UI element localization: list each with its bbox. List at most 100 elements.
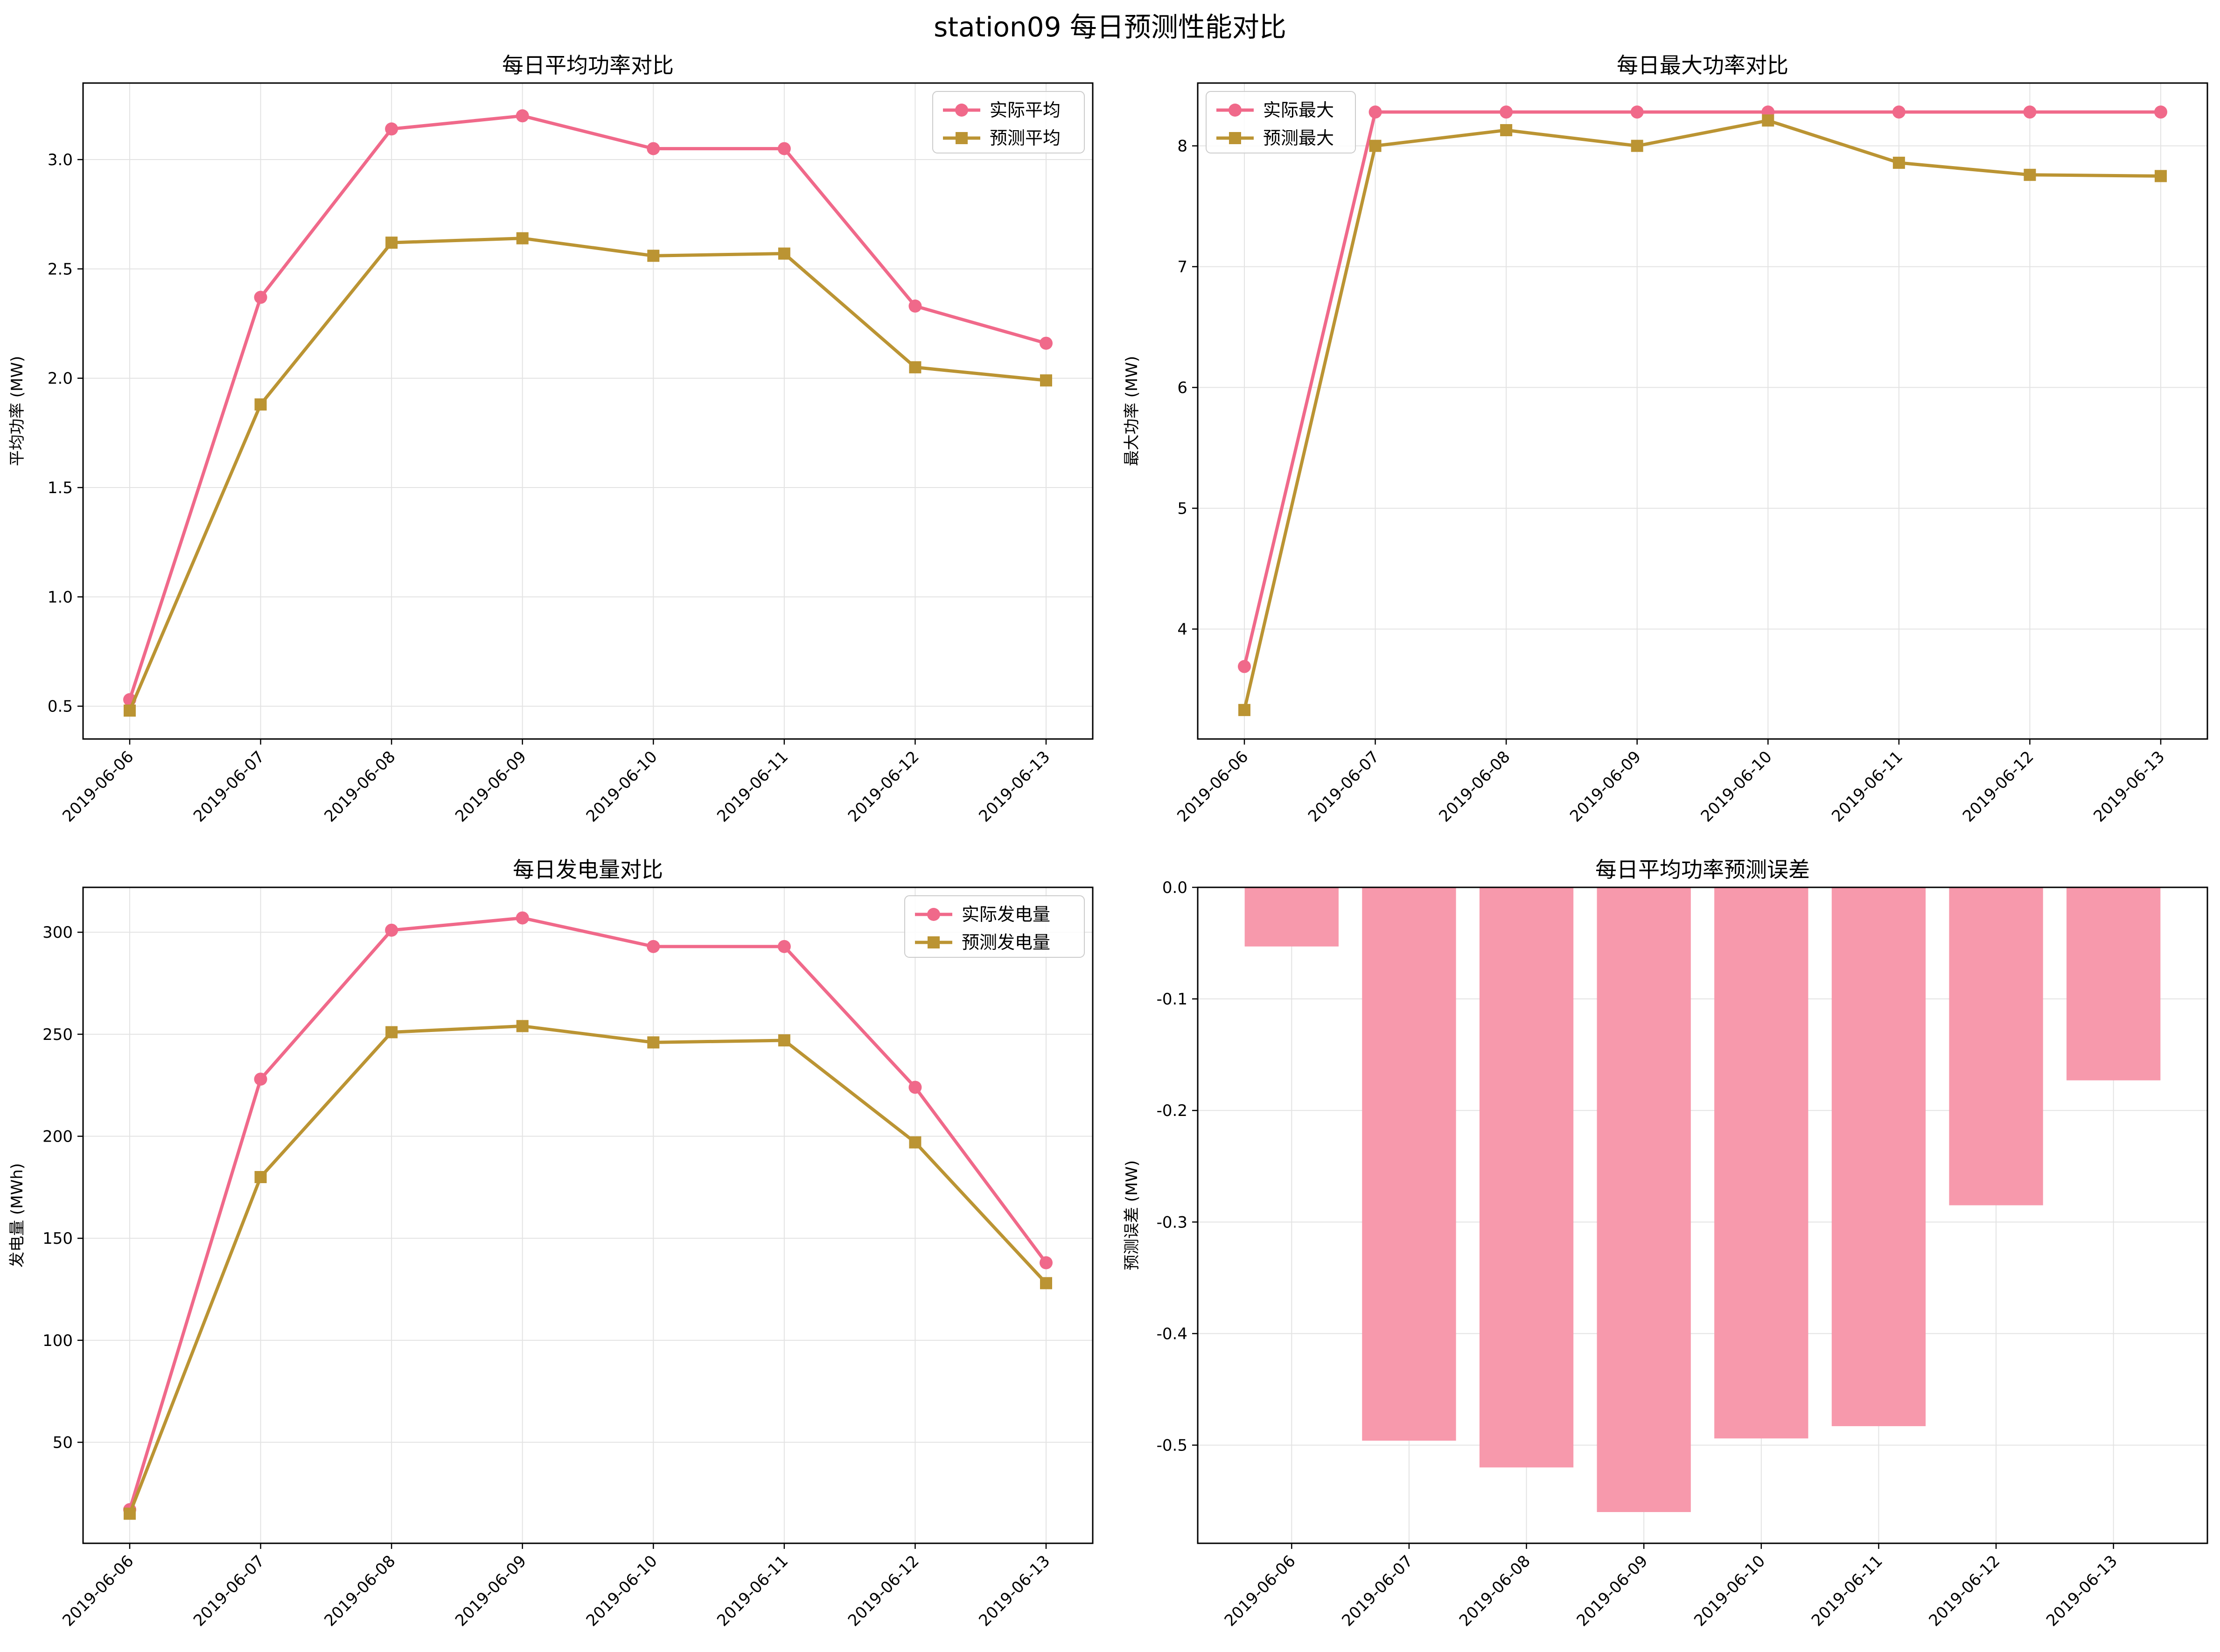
x-tick-label: 2019-06-07	[1305, 747, 1383, 826]
y-tick-label: 50	[53, 1434, 73, 1452]
data-point	[1631, 139, 1643, 152]
legend-marker	[1229, 132, 1241, 144]
legend-label: 实际平均	[990, 100, 1061, 120]
y-tick-label: 150	[42, 1229, 73, 1248]
data-point	[385, 923, 398, 937]
data-point	[385, 237, 398, 249]
data-point	[2023, 105, 2037, 119]
subplot-title: 每日最大功率对比	[1617, 53, 1788, 78]
y-tick-label: 200	[42, 1128, 73, 1146]
y-tick-label: -0.5	[1157, 1436, 1187, 1455]
legend-label: 预测最大	[1263, 128, 1334, 148]
y-tick-label: 3.0	[48, 151, 73, 169]
data-point	[516, 232, 529, 244]
bar	[1479, 887, 1574, 1468]
y-tick-label: -0.1	[1157, 990, 1187, 1009]
subplot-title: 每日发电量对比	[513, 857, 663, 882]
axes-frame	[1197, 82, 2208, 740]
y-axis-label: 发电量 (MWh)	[8, 1163, 27, 1268]
x-tick-label: 2019-06-10	[1690, 1552, 1769, 1630]
subplot-title: 每日平均功率预测误差	[1595, 857, 1810, 882]
data-point	[909, 361, 922, 374]
data-point	[1040, 1277, 1052, 1290]
data-point	[909, 1136, 922, 1149]
x-tick-label: 2019-06-06	[59, 747, 137, 826]
x-tick-label: 2019-06-07	[190, 747, 268, 826]
x-tick-label: 2019-06-13	[975, 747, 1054, 826]
legend-marker	[928, 936, 940, 948]
x-tick-label: 2019-06-11	[1808, 1552, 1886, 1630]
legend-label: 预测发电量	[962, 932, 1050, 953]
data-point	[254, 1171, 267, 1184]
subplot-title: 每日平均功率对比	[502, 53, 674, 78]
x-tick-label: 2019-06-07	[190, 1552, 268, 1630]
data-point	[1369, 139, 1382, 152]
data-point	[777, 940, 791, 953]
x-tick-label: 2019-06-07	[1338, 1552, 1417, 1630]
legend-label: 实际发电量	[962, 904, 1050, 925]
legend-marker	[927, 908, 940, 921]
figure-title: station09 每日预测性能对比	[934, 11, 1286, 43]
data-point	[516, 109, 529, 123]
x-tick-label: 2019-06-11	[713, 1552, 792, 1630]
x-tick-label: 2019-06-09	[1566, 747, 1645, 826]
data-point	[1630, 105, 1644, 119]
x-tick-label: 2019-06-08	[321, 747, 399, 826]
legend-marker	[956, 132, 968, 144]
x-tick-label: 2019-06-06	[1173, 747, 1252, 826]
axes-frame	[82, 886, 1094, 1544]
y-axis-label: 预测误差 (MW)	[1123, 1160, 1141, 1270]
data-point	[124, 704, 136, 717]
legend-marker	[1229, 104, 1242, 117]
data-point	[254, 291, 267, 304]
x-tick-label: 2019-06-13	[2090, 747, 2168, 826]
subplot-avg-power: 每日平均功率对比 0.5 1.0 1.5 2.0 2.5 3.0 2019-06-06 201…	[8, 53, 1094, 826]
data-point	[124, 1507, 136, 1520]
y-tick-label: 6	[1177, 379, 1187, 397]
x-tick-label: 2019-06-13	[2043, 1552, 2121, 1630]
data-point	[385, 1026, 398, 1039]
bar	[1597, 887, 1691, 1513]
x-tick-label: 2019-06-09	[452, 747, 530, 826]
y-tick-label: -0.3	[1157, 1213, 1187, 1232]
bar	[1831, 887, 1926, 1426]
bar	[1714, 887, 1808, 1439]
x-tick-label: 2019-06-10	[1697, 747, 1776, 826]
data-point	[1040, 336, 1053, 350]
data-point	[1892, 156, 1905, 169]
data-point	[1238, 704, 1250, 716]
data-point	[1500, 124, 1513, 136]
legend-marker	[955, 104, 968, 117]
x-tick-label: 2019-06-09	[452, 1552, 530, 1630]
axes-frame	[82, 82, 1094, 740]
series-line	[128, 916, 1047, 1510]
x-tick-label: 2019-06-11	[713, 747, 792, 826]
subplot-max-power: 每日最大功率对比 4 5 6 7 8 2019-06-06 2019-06-07 2019-0…	[1123, 53, 2208, 826]
axes-frame	[1197, 886, 2208, 1544]
data-point	[516, 911, 529, 925]
x-tick-label: 2019-06-06	[1221, 1552, 1299, 1630]
series-line	[1243, 110, 2161, 667]
x-tick-label: 2019-06-11	[1828, 747, 1906, 826]
x-tick-label: 2019-06-08	[1436, 747, 1514, 826]
y-tick-label: 0.5	[48, 697, 73, 716]
x-tick-label: 2019-06-09	[1573, 1552, 1652, 1630]
data-point	[1238, 660, 1251, 673]
bar	[2066, 887, 2161, 1080]
data-point	[1500, 105, 1513, 119]
y-tick-label: 100	[42, 1331, 73, 1350]
data-point	[1892, 105, 1906, 119]
data-point	[254, 398, 267, 411]
y-tick-label: -0.2	[1157, 1101, 1187, 1120]
bar	[1949, 887, 2043, 1206]
x-tick-label: 2019-06-08	[1456, 1552, 1534, 1630]
x-tick-label: 2019-06-12	[1959, 747, 2038, 826]
data-point	[777, 142, 791, 155]
y-tick-label: 7	[1177, 258, 1187, 277]
data-point	[2155, 170, 2167, 182]
legend-label: 预测平均	[990, 128, 1061, 148]
x-tick-label: 2019-06-12	[845, 1552, 923, 1630]
x-tick-label: 2019-06-13	[975, 1552, 1054, 1630]
data-point	[516, 1020, 529, 1032]
